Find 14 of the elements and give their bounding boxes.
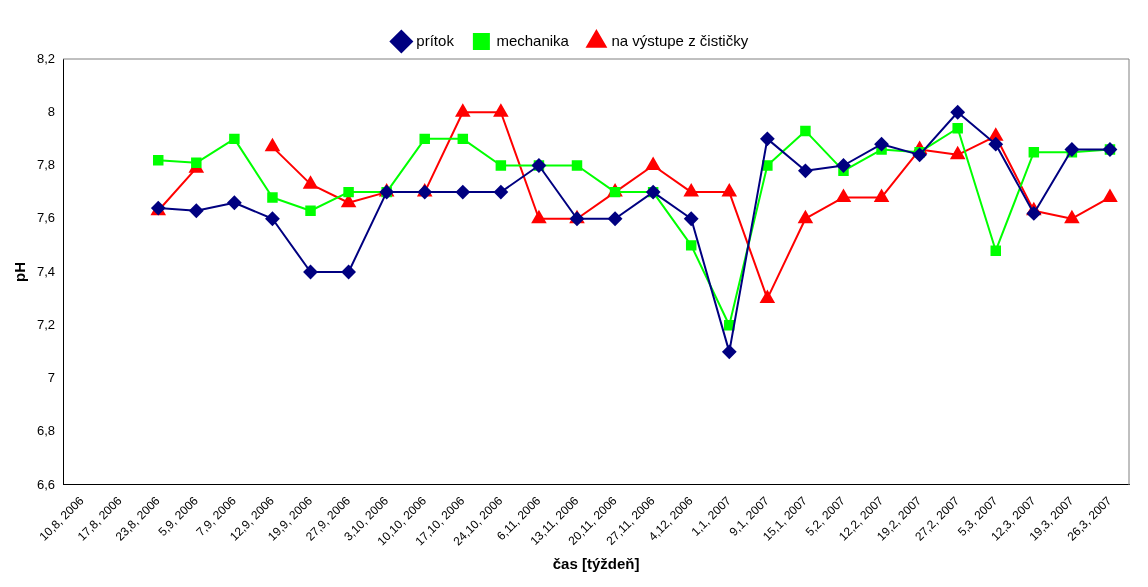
y-tick-label: 7,6 <box>36 210 56 226</box>
legend-label: prítok <box>416 31 455 49</box>
y-tick-label: 7,4 <box>36 263 56 279</box>
y-tick-label: 8,2 <box>36 50 56 66</box>
legend-label: mechanika <box>496 31 570 49</box>
y-tick-label: 7,8 <box>36 157 56 173</box>
x-axis-title: čas [týždeň] <box>552 555 640 573</box>
y-tick-label: 6,8 <box>36 423 56 439</box>
y-tick-label: 6,6 <box>36 476 56 492</box>
y-axis-title: pH <box>11 262 29 282</box>
y-tick-label: 7,2 <box>36 316 56 332</box>
y-tick-label: 8 <box>47 103 56 119</box>
y-tick-label: 7 <box>47 370 56 386</box>
legend-label: na výstupe z čističky <box>611 31 749 49</box>
